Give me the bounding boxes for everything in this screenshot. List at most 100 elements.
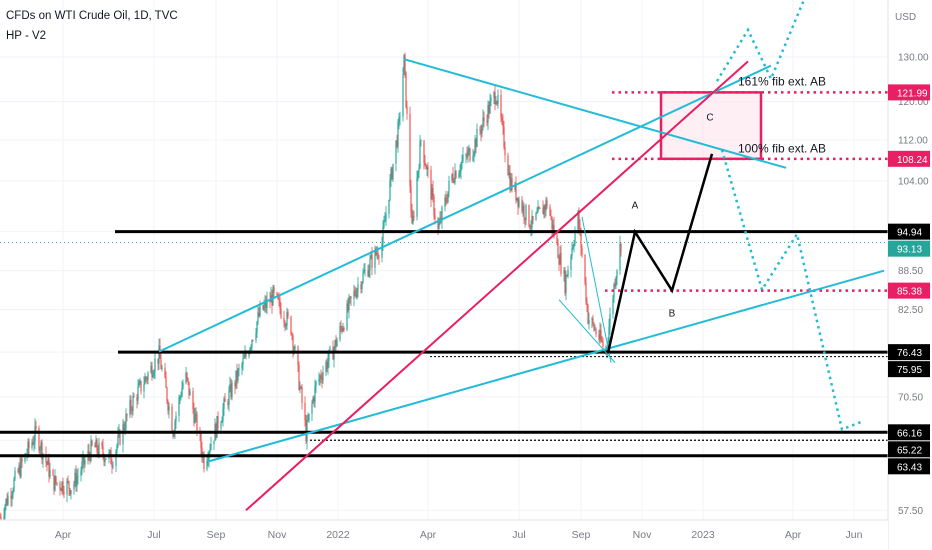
candle-body (592, 318, 594, 324)
candle-body (549, 206, 551, 216)
candle-body (131, 409, 133, 411)
candle-body (508, 172, 510, 176)
levels-layer (0, 91, 888, 458)
candle-body (598, 334, 600, 340)
price-tag-label: 66.16 (897, 428, 922, 439)
candle-body (81, 461, 83, 471)
candle-body (122, 423, 124, 445)
candle-body (207, 459, 209, 461)
candle-body (493, 92, 495, 98)
candle-body (348, 297, 350, 311)
candle-body (588, 319, 590, 324)
candle-body (458, 172, 460, 179)
price-tag (888, 424, 930, 441)
candle-body (614, 284, 616, 287)
price-tag (888, 282, 930, 299)
candle-body (319, 375, 321, 379)
candle-body (255, 332, 257, 341)
candle-body (395, 140, 397, 164)
candle-body (580, 229, 582, 248)
candle-body (546, 200, 548, 207)
candle-body (7, 495, 9, 505)
candle-body (371, 254, 373, 268)
candle-body (558, 258, 560, 265)
candle-body (70, 490, 72, 495)
candle-body (410, 186, 412, 212)
candle-body (27, 441, 29, 455)
chart-title: CFDs on WTI Crude Oil, 1D, TVC (6, 10, 178, 22)
candle-body (308, 413, 310, 421)
candle-body (474, 139, 476, 153)
candle-body (96, 439, 98, 452)
candle-body (342, 327, 344, 332)
candle-body (566, 274, 568, 277)
candle-body (152, 375, 154, 378)
candle-body (201, 448, 203, 458)
candle-body (236, 370, 238, 381)
wedge-lower-line[interactable] (558, 299, 616, 363)
upper-channel-line[interactable] (158, 64, 772, 353)
candle-body (432, 188, 434, 196)
fib-extension-zone[interactable] (659, 91, 763, 161)
candle-body (89, 454, 91, 461)
candle-body (20, 458, 22, 477)
descending-top-line[interactable] (403, 58, 787, 169)
candle-body (545, 200, 547, 211)
candle-body (12, 490, 14, 495)
trendlines-layer (158, 58, 885, 511)
time-tick-label: 2023 (691, 529, 715, 541)
candle-body (161, 367, 163, 370)
candle-body (175, 415, 177, 422)
candle-body (165, 377, 167, 388)
candle-body (62, 481, 64, 493)
candle-body (404, 54, 406, 72)
candle-body (479, 129, 481, 131)
candle-body (10, 495, 12, 499)
candle-body (237, 369, 239, 381)
candle-body (346, 303, 348, 330)
wedge-upper-line[interactable] (581, 216, 612, 363)
candle-body (557, 242, 559, 259)
candle-body (257, 312, 259, 322)
candle-body (501, 117, 503, 121)
candle-body (222, 408, 224, 421)
lower-channel-line[interactable] (208, 269, 885, 463)
candle-body (355, 294, 357, 297)
candle-body (469, 148, 471, 161)
candle-body (615, 277, 617, 287)
time-tick-label: Apr (55, 529, 72, 541)
candle-body (579, 227, 581, 230)
candle-body (389, 179, 391, 200)
candle-body (17, 470, 19, 472)
price-tick-label: 70.50 (898, 393, 923, 404)
candle-body (486, 120, 488, 123)
candle-body (284, 321, 286, 327)
candle-body (595, 329, 597, 335)
candle-body (516, 197, 518, 201)
candle-body (518, 199, 520, 207)
candle-body (0, 517, 2, 520)
candle-body (32, 442, 34, 445)
candle-body (446, 201, 448, 203)
candle-body (528, 204, 530, 226)
price-tag-label: 63.43 (897, 462, 922, 473)
candle-body (468, 148, 470, 152)
candle-body (157, 358, 159, 364)
abc-projection-path[interactable] (606, 153, 714, 354)
dotted-scenario-path[interactable] (715, 0, 807, 82)
candle-body (490, 97, 492, 101)
candle-body (19, 465, 21, 477)
candle-body (340, 326, 342, 328)
red-trendline-line[interactable] (245, 60, 749, 511)
candle-body (531, 216, 533, 228)
candle-body (97, 451, 99, 456)
candle-body (139, 380, 141, 384)
candle-body (31, 442, 33, 449)
candle-body (398, 117, 400, 123)
candle-body (292, 335, 294, 350)
candle-body (350, 296, 352, 299)
candle-body (619, 243, 621, 271)
candle-body (461, 160, 463, 164)
